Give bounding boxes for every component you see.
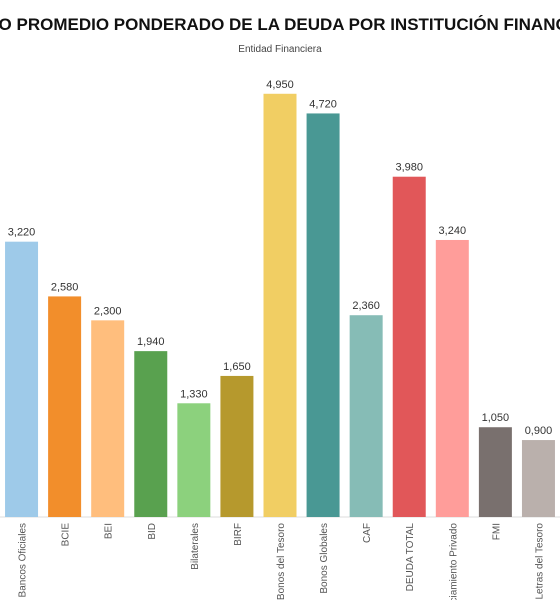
bar <box>306 113 340 517</box>
bar <box>220 375 254 517</box>
x-tick-label: BID <box>147 523 158 540</box>
value-label: 3,240 <box>439 225 467 237</box>
x-tick-label: Bilaterales <box>190 523 201 570</box>
value-label: 2,360 <box>352 300 380 312</box>
value-label: 1,050 <box>482 412 510 424</box>
value-label: 3,220 <box>8 227 36 239</box>
bar <box>521 440 555 517</box>
bar <box>435 239 469 518</box>
x-tick-label: Financiamiento Privado <box>448 523 459 600</box>
bar <box>478 427 512 517</box>
bar <box>134 351 168 517</box>
bar <box>263 93 297 518</box>
x-tick-label: CAF <box>362 523 373 543</box>
value-label: 4,950 <box>266 79 294 91</box>
value-label: 0,900 <box>525 425 553 437</box>
bar <box>5 241 39 517</box>
bar <box>177 403 211 517</box>
value-label: 1,940 <box>137 336 165 348</box>
x-tick-label: BIRF <box>233 523 244 546</box>
value-label: 3,980 <box>395 162 423 174</box>
value-label: 2,580 <box>51 281 79 293</box>
x-tick-label: Letras del Tesoro <box>534 523 545 600</box>
value-label: 2,300 <box>94 305 122 317</box>
bar <box>392 176 426 517</box>
x-tick-label: FMI <box>491 523 502 540</box>
x-tick-label: BCIE <box>61 523 72 547</box>
value-label: 1,330 <box>180 388 208 400</box>
value-label: 4,720 <box>309 98 337 110</box>
x-tick-label: Bonos del Tesoro <box>276 523 287 600</box>
value-label: 1,650 <box>223 361 251 373</box>
bar <box>48 296 82 517</box>
chart-subtitle: Entidad Financiera <box>238 44 322 55</box>
chart-title: COSTO PROMEDIO PONDERADO DE LA DEUDA POR… <box>0 15 560 34</box>
x-tick-label: BEI <box>104 523 115 539</box>
bar <box>349 315 383 517</box>
x-tick-label: DEUDA TOTAL <box>405 523 416 592</box>
bar <box>91 320 125 517</box>
x-tick-label: Bancos Oficiales <box>18 523 29 597</box>
x-tick-label: Bonos Globales <box>319 523 330 594</box>
